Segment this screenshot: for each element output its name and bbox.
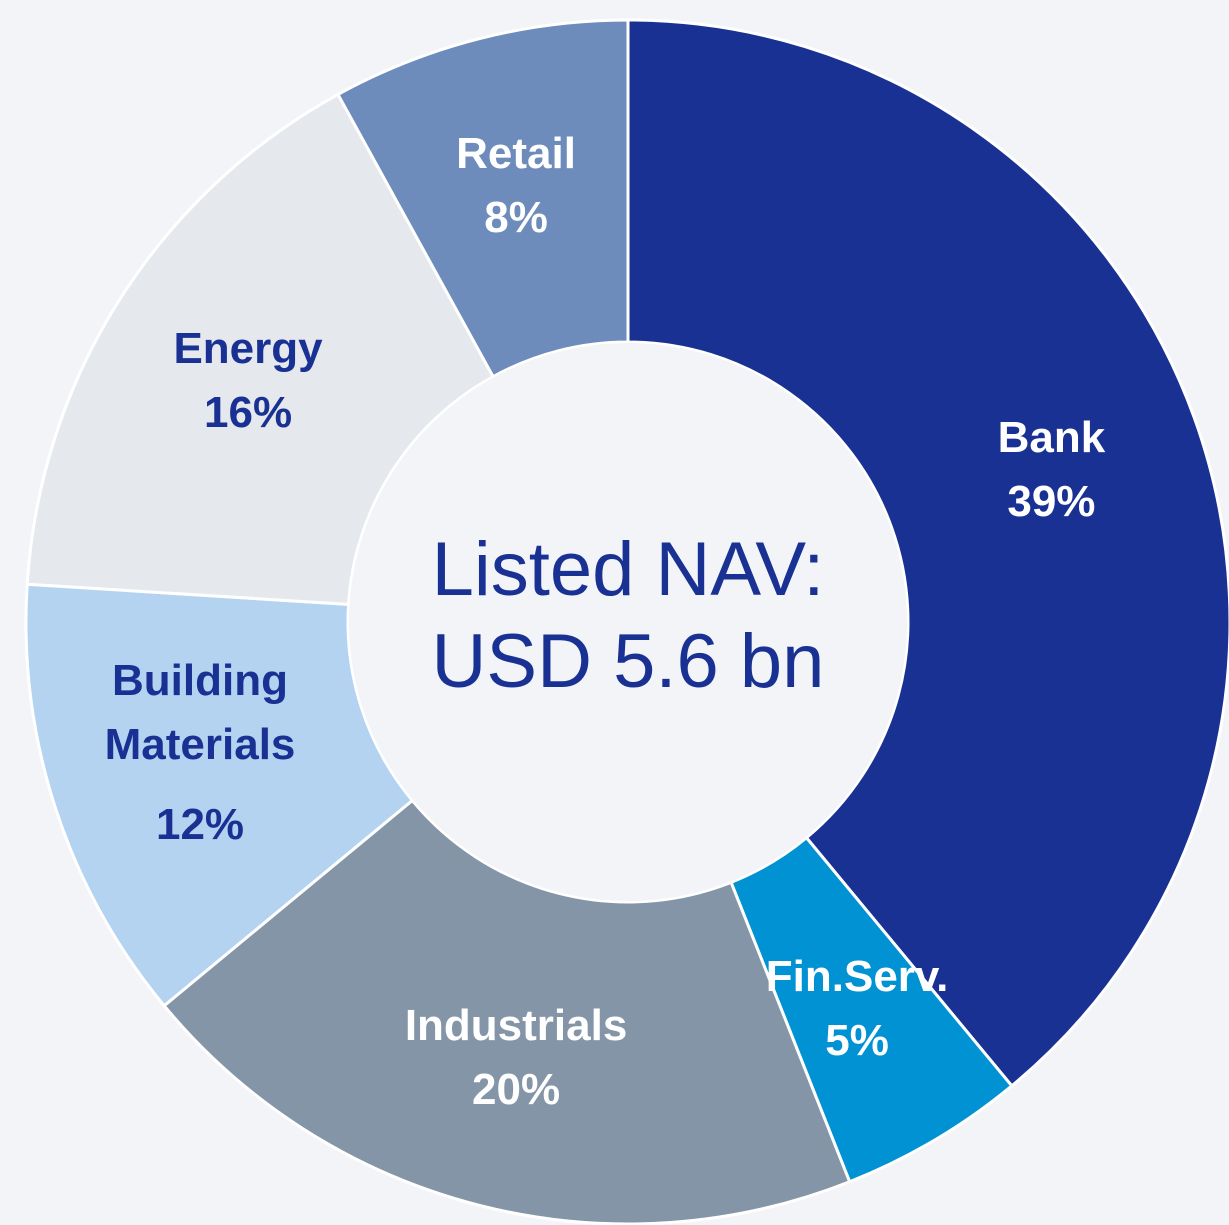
value-label: 20% — [472, 1064, 561, 1114]
value-label: 12% — [155, 800, 245, 850]
segment-label: Building Materials — [104, 656, 296, 770]
donut-segment — [24, 582, 415, 1008]
segment-label: Industrials — [404, 1000, 628, 1050]
segment-label: Energy — [173, 323, 323, 373]
donut-segment — [626, 18, 1229, 1088]
value-label: 5% — [825, 1016, 889, 1066]
value-label: 8% — [484, 193, 548, 243]
donut-segment — [25, 92, 496, 607]
donut-hole — [349, 343, 907, 901]
donut-segment — [335, 18, 630, 379]
value-label: 16% — [204, 387, 293, 437]
segment-label: Fin.Serv. — [765, 952, 949, 1002]
value-label: 39% — [1007, 476, 1096, 526]
segment-label: Bank — [997, 412, 1106, 462]
donut-segment — [162, 798, 852, 1225]
segment-label: Retail — [456, 129, 576, 179]
center-label: Listed NAV: USD 5.6 bn — [431, 527, 825, 704]
